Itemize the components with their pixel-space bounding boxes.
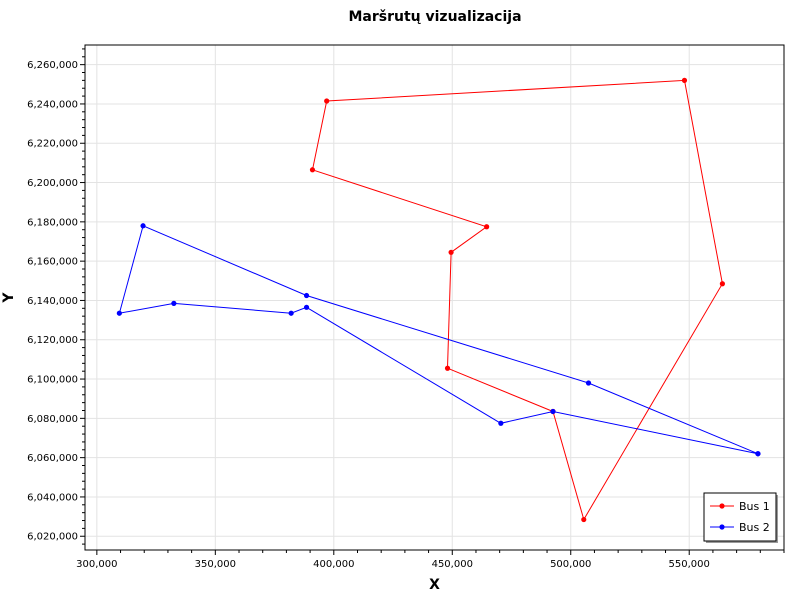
x-tick-label: 550,000: [669, 559, 710, 570]
legend: Bus 1 Bus 2: [703, 492, 778, 543]
grid: [85, 45, 784, 550]
data-point: [550, 408, 556, 415]
data-point: [171, 300, 177, 306]
data-point: [484, 224, 490, 230]
data-point: [719, 281, 725, 287]
data-point: [324, 98, 330, 104]
y-tick-label: 6,080,000: [27, 414, 78, 425]
y-tick-label: 6,100,000: [27, 375, 78, 386]
y-tick-label: 6,060,000: [27, 453, 78, 464]
x-axis-title: X: [429, 577, 440, 593]
data-point: [303, 304, 310, 310]
data-point: [681, 77, 688, 83]
data-point: [288, 310, 294, 316]
chart-title: Maršrutų vizualizacija: [348, 9, 522, 25]
legend-swatch-marker: [719, 524, 725, 530]
x-tick-label: 300,000: [76, 559, 117, 570]
data-point: [116, 310, 122, 316]
legend-label: Bus 1: [739, 500, 770, 513]
y-axis-title: Y: [1, 292, 17, 304]
series-2: [116, 223, 761, 457]
y-tick-label: 6,160,000: [27, 257, 78, 268]
y-tick-label: 6,040,000: [27, 492, 78, 503]
data-point: [309, 167, 316, 173]
data-point: [140, 223, 146, 229]
axis-ticks: 300,000 350,000 400,000 450,000 500,000 550,0…: [27, 48, 785, 570]
y-tick-label: 6,260,000: [27, 60, 78, 71]
legend-swatch-marker: [719, 503, 725, 509]
x-tick-label: 350,000: [195, 559, 236, 570]
plot-frame: [84, 44, 785, 551]
y-tick-label: 6,180,000: [27, 217, 78, 228]
y-tick-label: 6,140,000: [27, 296, 78, 307]
y-tick-label: 6,220,000: [27, 139, 78, 150]
data-point: [448, 249, 454, 255]
y-tick-label: 6,240,000: [27, 99, 78, 110]
data-point: [585, 380, 592, 386]
x-tick-label: 400,000: [313, 559, 354, 570]
y-tick-label: 6,200,000: [27, 178, 78, 189]
y-tick-label: 6,120,000: [27, 335, 78, 346]
data-point: [581, 516, 587, 523]
data-point: [755, 451, 761, 457]
legend-label: Bus 2: [739, 521, 770, 534]
y-tick-label: 6,020,000: [27, 532, 78, 543]
legend-box: [703, 492, 777, 542]
x-tick-label: 450,000: [432, 559, 473, 570]
data-point: [303, 292, 310, 299]
data-point: [498, 420, 504, 426]
series-layer: [116, 77, 761, 523]
series-line: [311, 79, 723, 521]
data-point: [444, 365, 451, 371]
x-tick-label: 500,000: [550, 559, 591, 570]
